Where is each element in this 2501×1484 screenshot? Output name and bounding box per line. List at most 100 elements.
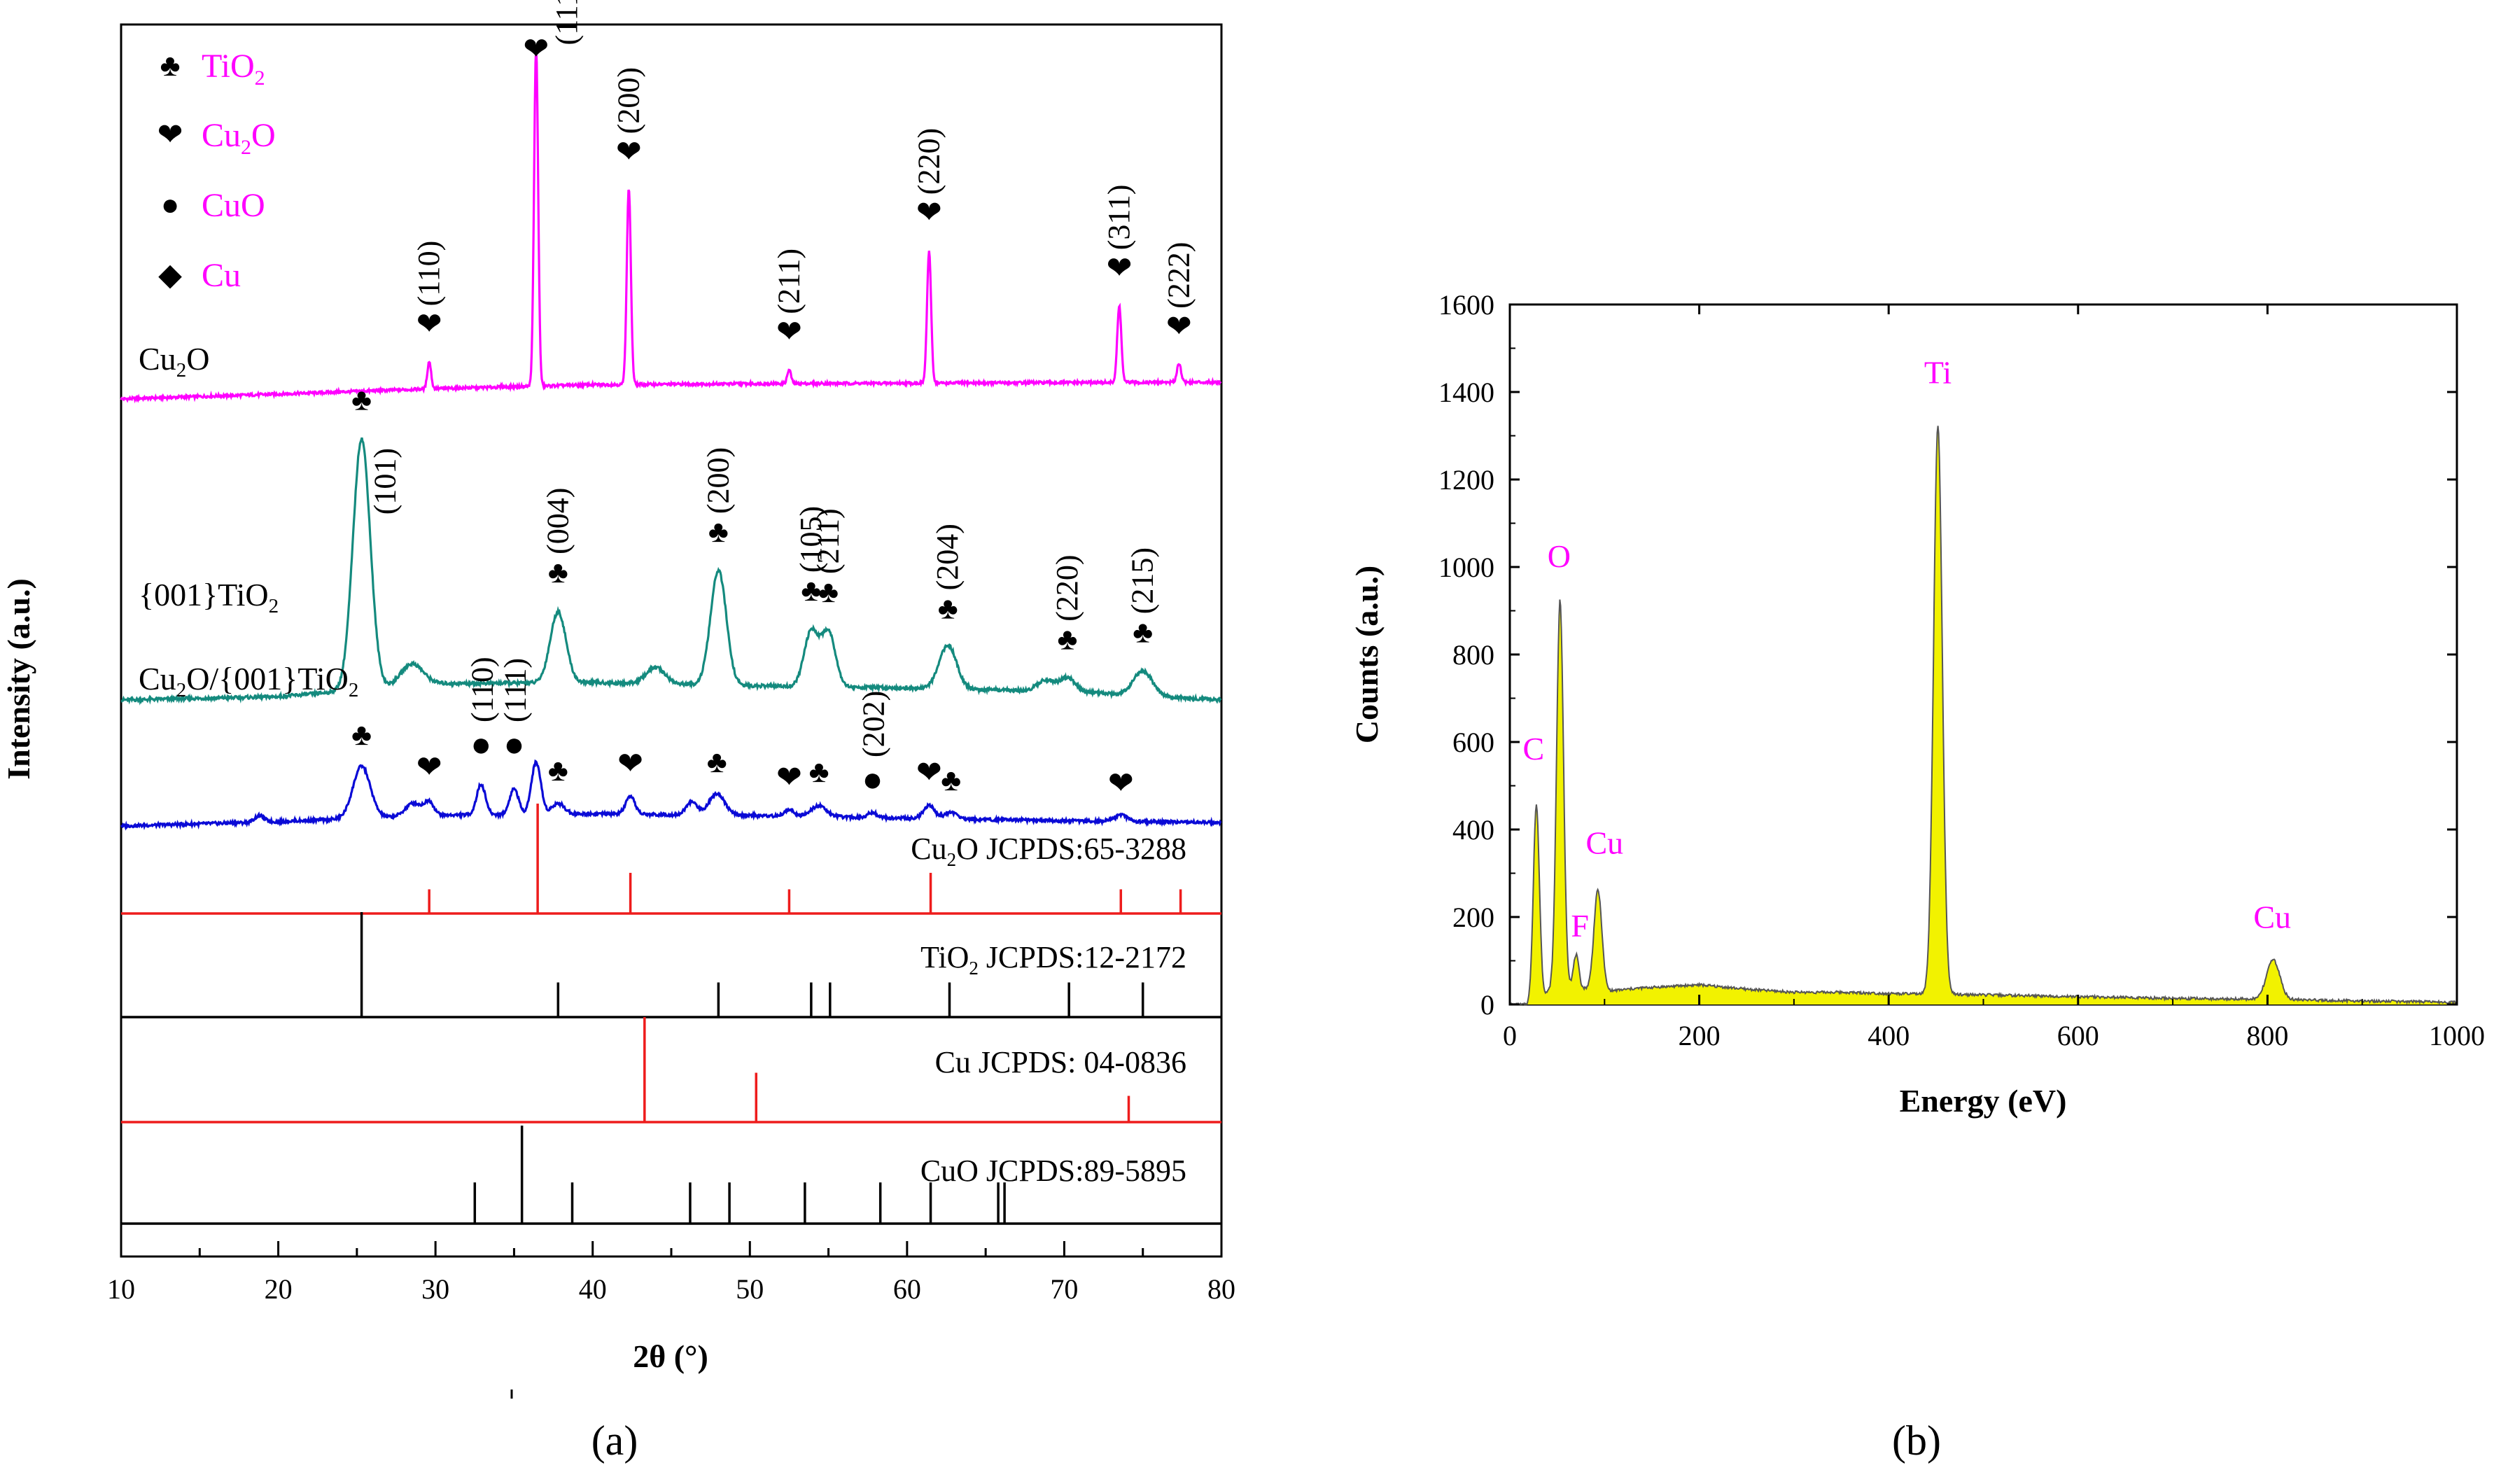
peak-marker-2-10: ♣ bbox=[707, 745, 727, 779]
y-tick-label-b-1000: 1000 bbox=[1438, 552, 1494, 583]
peak-marker-1-10: ♣ bbox=[1133, 615, 1153, 649]
x-tick-label-10: 10 bbox=[107, 1273, 135, 1305]
hkl-label-1-7: (204) bbox=[930, 524, 965, 590]
series-label-cu2o: Cu2O bbox=[139, 341, 209, 382]
element-label-ti-4: Ti bbox=[1924, 355, 1952, 391]
panel-label-a: (a) bbox=[591, 1418, 638, 1464]
peak-marker-1-2: ♣ bbox=[548, 555, 568, 589]
peak-marker-2-11: ❤ bbox=[776, 760, 802, 794]
peak-marker-1-5: ♣ bbox=[801, 573, 821, 608]
x-tick-label-b-400: 400 bbox=[1868, 1020, 1910, 1051]
hkl-label-0-2: (200) bbox=[611, 67, 645, 134]
hkl-label-1-10: (215) bbox=[1126, 547, 1160, 614]
spectrum-cu2o-tio2 bbox=[120, 759, 1222, 831]
peak-marker-1-7: ♣ bbox=[938, 591, 958, 625]
series-label-tio2-001: {001}TiO2 bbox=[139, 577, 279, 617]
hkl-label-2-5: (111) bbox=[498, 658, 532, 722]
spectrum-cu2o bbox=[120, 48, 1222, 404]
peak-marker-2-13: ● bbox=[862, 760, 883, 799]
x-tick-label-30: 30 bbox=[421, 1273, 449, 1305]
x-tick-label-60: 60 bbox=[893, 1273, 921, 1305]
peak-marker-0-1: ❤ bbox=[523, 31, 549, 66]
hkl-label-0-3: (211) bbox=[771, 248, 806, 314]
x-tick-label-80: 80 bbox=[1207, 1273, 1235, 1305]
peak-marker-2-4: ● bbox=[470, 724, 491, 764]
hkl-label-0-0: (110) bbox=[412, 241, 446, 307]
peak-marker-2-3: ❤ bbox=[416, 750, 442, 785]
ref-label-0: Cu2O JCPDS:65-3288 bbox=[911, 832, 1186, 870]
x-tick-label-20: 20 bbox=[265, 1273, 293, 1305]
peak-marker-1-0: ♣ bbox=[351, 382, 372, 416]
y-tick-label-b-400: 400 bbox=[1452, 814, 1494, 846]
y-tick-label-b-1400: 1400 bbox=[1438, 377, 1494, 408]
peak-marker-2-1: ♣ bbox=[351, 718, 372, 752]
element-label-f-2: F bbox=[1571, 908, 1589, 944]
x-tick-label-b-0: 0 bbox=[1503, 1020, 1517, 1051]
peak-marker-0-5: ❤ bbox=[1107, 251, 1133, 285]
x-tick-label-b-1000: 1000 bbox=[2429, 1020, 2485, 1051]
x-axis-label-b: Energy (eV) bbox=[1900, 1083, 2067, 1119]
hkl-label-0-6: (222) bbox=[1161, 242, 1196, 309]
element-label-o-1: O bbox=[1548, 538, 1571, 574]
x-tick-label-b-800: 800 bbox=[2246, 1020, 2288, 1051]
eds-spectrum-line bbox=[1510, 426, 2458, 1006]
panel-b-frame bbox=[1508, 303, 2458, 1006]
y-tick-label-b-1600: 1600 bbox=[1438, 289, 1494, 321]
x-tick-label-b-200: 200 bbox=[1679, 1020, 1721, 1051]
hkl-label-1-6: (211) bbox=[811, 508, 846, 574]
peak-marker-2-15: ♣ bbox=[941, 763, 961, 797]
peak-marker-0-4: ❤ bbox=[916, 195, 942, 230]
element-label-c-0: C bbox=[1522, 731, 1544, 766]
peak-marker-0-2: ❤ bbox=[616, 134, 642, 169]
peak-marker-1-4: ♣ bbox=[708, 514, 729, 549]
y-axis-label-a: Intensity (a.u.) bbox=[1, 578, 36, 780]
legend-symbol-3: ◆ bbox=[158, 258, 182, 292]
y-axis-label-b: Counts (a.u.) bbox=[1349, 566, 1385, 743]
hkl-label-0-5: (311) bbox=[1102, 185, 1136, 251]
peak-marker-2-16: ❤ bbox=[1108, 766, 1134, 801]
peak-marker-2-5: ● bbox=[503, 724, 524, 764]
peak-marker-2-12: ♣ bbox=[809, 755, 829, 789]
legend-symbol-0: ♣ bbox=[160, 48, 181, 83]
hkl-label-1-9: (220) bbox=[1050, 554, 1084, 621]
legend-label-1: Cu2O bbox=[202, 117, 276, 159]
hkl-label-2-4: (110) bbox=[465, 657, 499, 722]
x-axis-label-a: 2θ (°) bbox=[633, 1338, 708, 1374]
x-tick-label-70: 70 bbox=[1050, 1273, 1078, 1305]
spectrum-tio2-001 bbox=[120, 437, 1222, 706]
element-label-cu-3: Cu bbox=[1585, 825, 1623, 860]
hkl-label-0-4: (220) bbox=[911, 128, 946, 195]
hkl-label-1-4: (200) bbox=[701, 447, 735, 514]
legend-symbol-1: ❤ bbox=[157, 118, 183, 152]
y-tick-label-b-0: 0 bbox=[1480, 989, 1494, 1021]
legend-label-3: Cu bbox=[202, 257, 241, 294]
peak-marker-0-3: ❤ bbox=[776, 315, 802, 349]
eds-spectrum-fill bbox=[1510, 426, 2457, 1004]
ref-label-3: CuO JCPDS:89-5895 bbox=[920, 1154, 1186, 1188]
peak-marker-0-0: ❤ bbox=[416, 307, 442, 341]
legend-symbol-2: ● bbox=[161, 188, 180, 222]
peak-marker-2-8: ❤ bbox=[617, 746, 643, 780]
y-tick-label-b-200: 200 bbox=[1452, 902, 1494, 933]
y-tick-label-b-1200: 1200 bbox=[1438, 464, 1494, 496]
x-tick-label-b-600: 600 bbox=[2057, 1020, 2099, 1051]
series-label-cu2o-tio2: Cu2O/{001}TiO2 bbox=[139, 661, 358, 701]
legend-label-0: TiO2 bbox=[202, 48, 265, 90]
hkl-label-1-0: (101) bbox=[368, 448, 402, 514]
y-tick-label-b-600: 600 bbox=[1452, 727, 1494, 758]
peak-marker-2-14: ❤ bbox=[916, 755, 942, 790]
hkl-label-1-5: (105) bbox=[794, 506, 828, 573]
y-tick-label-b-800: 800 bbox=[1452, 639, 1494, 671]
ref-label-2: Cu JCPDS: 04-0836 bbox=[935, 1045, 1186, 1079]
x-tick-label-50: 50 bbox=[736, 1273, 764, 1305]
peak-marker-1-9: ♣ bbox=[1057, 622, 1077, 657]
peak-marker-0-6: ❤ bbox=[1166, 309, 1192, 344]
peak-marker-2-7: ♣ bbox=[548, 753, 568, 788]
legend-label-2: CuO bbox=[202, 187, 265, 224]
hkl-label-1-2: (004) bbox=[540, 488, 575, 554]
peak-marker-1-6: ♣ bbox=[818, 575, 839, 609]
hkl-label-0-1: (111) bbox=[549, 0, 584, 45]
x-tick-label-40: 40 bbox=[579, 1273, 607, 1305]
panel-label-b: (b) bbox=[1892, 1418, 1941, 1464]
